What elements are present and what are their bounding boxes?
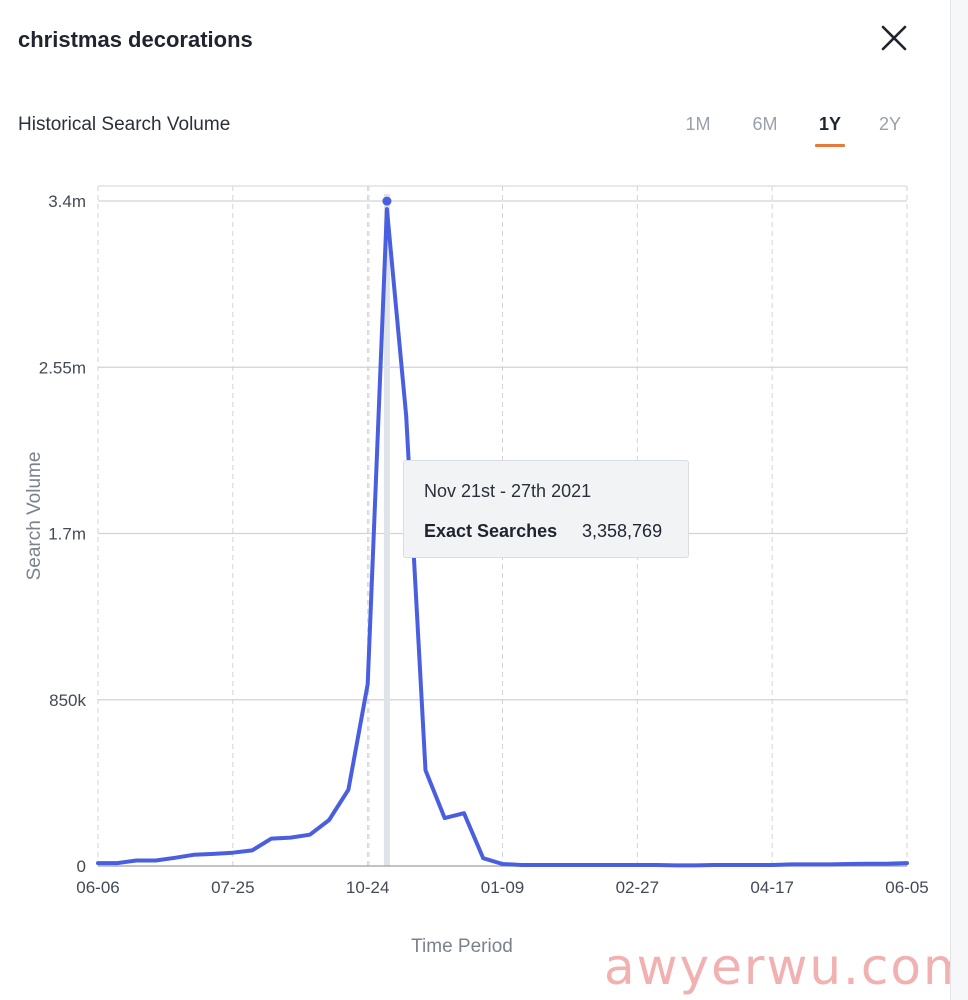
tab-1m[interactable]: 1M xyxy=(685,114,711,134)
x-tick-label-5: 04-17 xyxy=(750,878,793,897)
y-axis-label: Search Volume xyxy=(24,452,45,581)
x-tick-label-4: 02-27 xyxy=(616,878,659,897)
tooltip-date: Nov 21st - 27th 2021 xyxy=(424,481,592,501)
x-tick-label-2: 10-24 xyxy=(346,878,389,897)
range-tabs: 1M 6M 1Y 2Y xyxy=(0,114,950,154)
close-icon xyxy=(881,25,907,51)
x-tick-label-1: 07-25 xyxy=(211,878,254,897)
y-tick-label-4: 3.4m xyxy=(48,192,86,211)
series-line-exact-searches xyxy=(96,207,909,868)
scrollbar[interactable] xyxy=(950,0,968,1000)
highlight-point xyxy=(382,196,392,206)
y-tick-label-3: 2.55m xyxy=(39,358,86,377)
section-title: Historical Search Volume xyxy=(18,114,231,135)
x-tick-label-0: 06-06 xyxy=(76,878,119,897)
tooltip-label: Exact Searches xyxy=(424,521,558,541)
x-tick-label-6: 06-05 xyxy=(885,878,928,897)
y-tick-label-0: 0 xyxy=(77,857,86,876)
y-tick-label-2: 1.7m xyxy=(48,525,86,544)
watermark: awyerwu.com xyxy=(604,938,968,996)
chart-tooltip: Nov 21st - 27th 2021 Exact Searches 3,35… xyxy=(403,460,689,558)
y-tick-label-1: 850k xyxy=(49,691,86,710)
x-tick-label-3: 01-09 xyxy=(481,878,524,897)
x-axis-label: Time Period xyxy=(411,936,513,957)
tab-2y[interactable]: 2Y xyxy=(878,114,902,134)
tab-6m[interactable]: 6M xyxy=(752,114,778,134)
keyword-title: christmas decorations xyxy=(18,27,253,52)
close-button[interactable] xyxy=(876,20,912,56)
tooltip-value: 3,358,769 xyxy=(582,521,663,541)
tab-1y[interactable]: 1Y xyxy=(810,114,850,147)
hover-bar xyxy=(383,194,390,866)
